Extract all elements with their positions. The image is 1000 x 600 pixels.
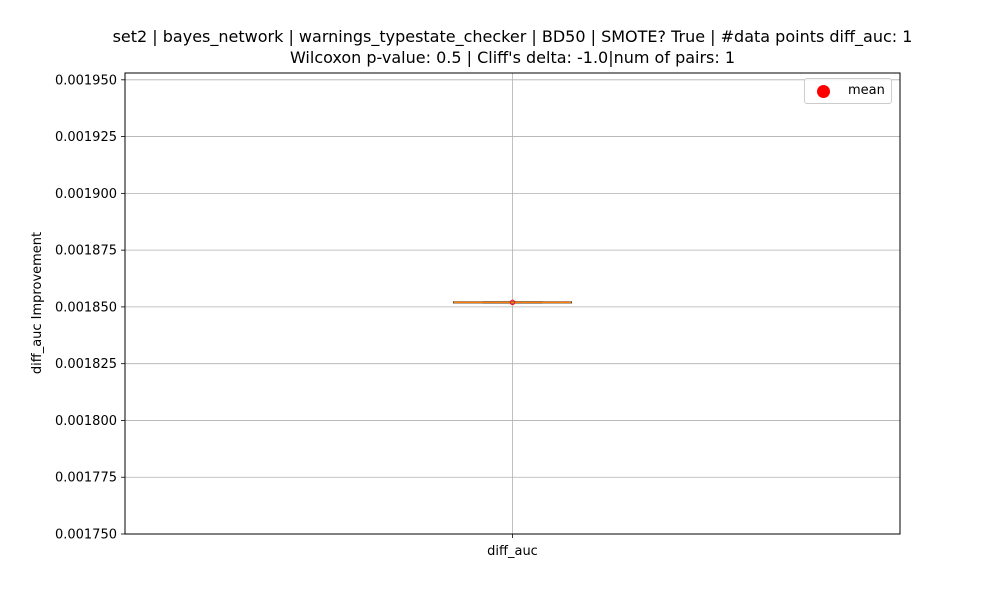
legend: mean [804, 78, 892, 104]
mean-marker [509, 299, 516, 306]
y-tick-label: 0.001925 [55, 130, 117, 145]
y-axis-label: diff_auc Improvement [30, 232, 45, 374]
tick-layer: 0.001750 0.001775 0.001800 0.001825 0.001850… [55, 73, 538, 559]
y-tick-label: 0.001750 [55, 528, 117, 543]
grid-layer [125, 73, 900, 535]
y-tick-label: 0.001800 [55, 414, 117, 429]
y-tick-label: 0.001875 [55, 244, 117, 259]
y-tick-label: 0.001950 [55, 73, 117, 88]
y-tick-label: 0.001900 [55, 187, 117, 202]
y-tick-label: 0.001825 [55, 357, 117, 372]
y-tick-label: 0.001775 [55, 471, 117, 486]
legend-mean-label: mean [848, 83, 885, 98]
y-tick-label: 0.001850 [55, 300, 117, 315]
x-tick-label: diff_auc [487, 544, 538, 559]
chart-title-line-1: set2 | bayes_network | warnings_typestat… [112, 27, 913, 46]
chart-title-line-2: Wilcoxon p-value: 0.5 | Cliff's delta: -… [289, 48, 736, 67]
legend-mean-marker [817, 85, 830, 98]
box-layer [453, 299, 572, 306]
